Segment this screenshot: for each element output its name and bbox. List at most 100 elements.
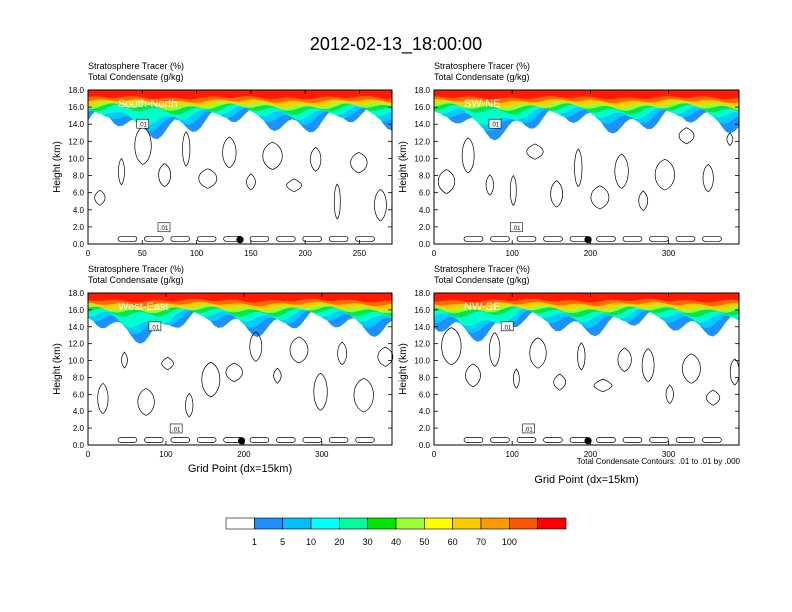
contour-line [543, 437, 563, 443]
contour-line [437, 169, 456, 194]
contour-line [553, 373, 567, 391]
contour-line [726, 132, 734, 146]
contour-line [144, 437, 164, 443]
y-tick-label: 0.0 [73, 240, 85, 249]
colorbar-swatch [395, 517, 425, 530]
colorbar-swatch [225, 517, 255, 530]
y-tick-label: 4.0 [73, 407, 85, 416]
contour-line [276, 437, 296, 443]
tracer-band [88, 90, 392, 100]
contour-line [649, 235, 669, 242]
contour-label: .01 [503, 325, 512, 331]
tracer-band [434, 293, 739, 303]
contour-label: .01 [491, 123, 500, 129]
contour-line [225, 362, 243, 382]
contour-line [516, 235, 537, 242]
contour-line [249, 235, 270, 242]
contour-line [196, 235, 217, 242]
contour-line [489, 332, 501, 367]
plot-frame [87, 89, 393, 245]
y-tick-label: 18.0 [68, 86, 84, 95]
contour-line [702, 437, 722, 443]
contour-label-box [500, 321, 514, 332]
colorbar-label: 30 [363, 537, 373, 547]
contour-line [682, 353, 701, 384]
contour-line [622, 437, 643, 443]
y-tick-label: 4.0 [73, 206, 85, 215]
panel-header-condensate: Total Condensate (g/kg) [88, 275, 184, 285]
contour-label: .01 [139, 123, 148, 129]
contour-line [729, 358, 740, 386]
tracer-band [434, 90, 739, 100]
contour-label: .01 [512, 226, 521, 232]
x-axis-label: Grid Point (dx=15km) [188, 463, 292, 475]
tracer-band [88, 293, 392, 303]
y-tick-label: 6.0 [419, 189, 431, 198]
contour-line [590, 185, 610, 210]
contour-line [201, 361, 221, 398]
contour-line [374, 188, 387, 222]
contour-line [170, 235, 191, 242]
contour-label-box [169, 423, 183, 434]
panel-header-condensate: Total Condensate (g/kg) [434, 275, 530, 285]
contour-line [614, 153, 629, 189]
location-marker [236, 236, 244, 244]
contour-line [333, 183, 341, 220]
contour-line [97, 382, 109, 415]
y-tick-label: 18.0 [414, 289, 430, 298]
y-tick-label: 14.0 [414, 323, 430, 332]
condensate-contours [441, 327, 740, 443]
y-axis-label: Height (km) [52, 343, 63, 395]
contour-line [276, 235, 296, 242]
y-tick-label: 6.0 [73, 189, 85, 198]
condensate-contours [94, 126, 387, 242]
contour-line [328, 437, 349, 443]
contour-line [463, 235, 484, 242]
x-tick-label: 100 [190, 249, 204, 258]
contour-line [574, 148, 583, 187]
colorbar-label: 20 [334, 537, 344, 547]
contour-label-box [157, 222, 171, 233]
y-tick-label: 0.0 [419, 441, 431, 450]
panel-sw-ne: Stratosphere Tracer (%)Total Condensate … [398, 61, 740, 258]
y-tick-label: 6.0 [419, 390, 431, 399]
y-axis-label: Height (km) [398, 343, 409, 395]
colorbar-label: 40 [391, 537, 401, 547]
contour-note: Total Condensate Contours: .01 to .01 by… [577, 457, 741, 466]
y-tick-label: 0.0 [419, 240, 431, 249]
x-tick-label: 0 [86, 249, 91, 258]
colorbar-label: 100 [502, 537, 517, 547]
panel-west-east: Stratosphere Tracer (%)Total Condensate … [52, 264, 394, 475]
contour-line [121, 351, 128, 369]
y-tick-label: 8.0 [419, 172, 431, 181]
x-tick-label: 150 [244, 249, 258, 258]
x-tick-label: 300 [662, 450, 676, 459]
contour-line [144, 235, 164, 242]
y-tick-label: 10.0 [68, 357, 84, 366]
colorbar-swatch [424, 517, 453, 530]
x-tick-label: 0 [86, 450, 91, 459]
contour-line [490, 235, 510, 242]
contour-label: .01 [524, 427, 533, 433]
contour-line [377, 346, 394, 367]
contour-line [249, 437, 270, 443]
contour-line [702, 164, 714, 193]
contour-line [665, 384, 674, 404]
x-tick-label: 100 [506, 249, 520, 258]
x-tick-label: 100 [506, 450, 520, 459]
contour-line [526, 143, 544, 160]
contour-line [161, 356, 174, 371]
y-tick-label: 14.0 [414, 120, 430, 129]
contour-line [675, 437, 696, 443]
y-tick-label: 10.0 [414, 357, 430, 366]
panel-label: South-North [118, 98, 177, 110]
panels: Stratosphere Tracer (%)Total Condensate … [52, 61, 740, 486]
contour-line [118, 157, 125, 186]
contour-line [529, 337, 547, 369]
contour-line [350, 152, 368, 174]
contour-line [158, 163, 171, 187]
contour-line [465, 363, 481, 388]
x-axis-label: Grid Point (dx=15km) [534, 474, 638, 486]
contour-line [485, 174, 494, 196]
colorbar-swatch [254, 517, 283, 530]
